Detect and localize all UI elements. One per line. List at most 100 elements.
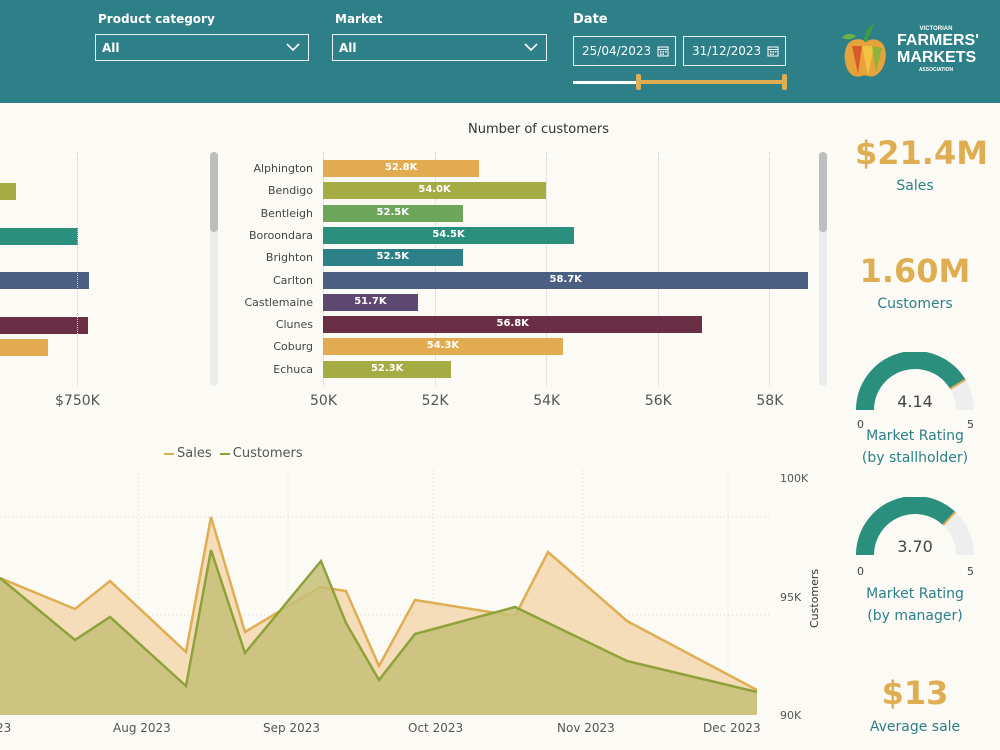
x-axis-tick: Oct 2023 (408, 721, 464, 735)
left-axis-tick: $750K (55, 393, 100, 409)
x-axis-tick: Dec 2023 (703, 721, 761, 735)
left-sales-bar[interactable] (0, 228, 78, 245)
y-axis-title: Customers (808, 568, 821, 628)
logo-text-farmers: FARMERS' (897, 32, 980, 49)
calendar-icon[interactable] (657, 45, 669, 57)
date-slider-end-handle[interactable] (782, 74, 787, 90)
gauge-max-label: 5 (967, 418, 974, 431)
product-category-dropdown[interactable]: All (95, 34, 309, 61)
customers-kpi-label: Customers (877, 296, 953, 312)
bar-data-label: 54.3K (426, 340, 460, 352)
customers-bar[interactable]: 56.8K (323, 316, 703, 334)
bar-category-label: Alphington (253, 162, 313, 175)
bar-data-label: 54.0K (418, 184, 451, 196)
manager-rating-sublabel: (by manager) (867, 608, 963, 624)
bar-category-label: Bentleigh (260, 206, 313, 220)
customers-bar[interactable]: 51.7K (323, 293, 418, 311)
product-category-label: Product category (98, 12, 215, 26)
stallholder-rating-gauge (856, 352, 974, 411)
logo-text-association: ASSOCIATION (918, 67, 954, 73)
bar-category-label: Bendigo (267, 184, 313, 198)
y-axis-tick: 90K (780, 709, 802, 722)
bar-category-label: Castlemaine (244, 295, 313, 309)
bar-category-label: Carlton (272, 273, 313, 287)
start-date-input[interactable]: 25/04/2023 (573, 36, 676, 66)
x-axis-tick: Nov 2023 (557, 721, 615, 735)
customers-bar[interactable]: 52.8K (323, 160, 480, 177)
bar-category-label: Brighton (265, 251, 313, 265)
customers-bar[interactable]: 58.7K (323, 271, 809, 289)
end-date-input[interactable]: 31/12/2023 (683, 36, 786, 66)
customers-chart-scrollbar[interactable] (819, 152, 827, 386)
sales-customers-area-chart (0, 470, 770, 715)
manager-rating-label: Market Rating (866, 586, 964, 602)
x-axis-tick: 23 (0, 721, 12, 735)
customers-bar[interactable]: 52.3K (323, 360, 452, 378)
chevron-down-icon (286, 43, 300, 52)
date-slider-range (639, 80, 785, 84)
market-label: Market (335, 12, 383, 26)
sales-kpi-value: $21.4M (855, 134, 989, 172)
sales-legend-swatch (164, 452, 174, 455)
bar-data-label: 58.7K (549, 273, 582, 285)
left-sales-bar[interactable] (0, 272, 89, 289)
manager-rating-value: 3.70 (897, 537, 933, 556)
left-chart-scrollbar[interactable] (210, 152, 218, 386)
y-axis-tick: 95K (780, 591, 802, 604)
left-sales-bar[interactable] (0, 339, 48, 356)
bar-data-label: 54.5K (432, 228, 465, 240)
logo-text-markets: MARKETS (897, 49, 977, 66)
x-axis-tick: 54K (533, 393, 561, 409)
bar-data-label: 52.5K (376, 251, 409, 263)
market-dropdown[interactable]: All (332, 34, 547, 61)
x-axis-tick: Aug 2023 (113, 721, 171, 735)
gauge-min-label: 0 (857, 565, 864, 578)
bar-category-label: Clunes (275, 318, 313, 332)
gauge-min-label: 0 (857, 418, 864, 431)
date-slider-start-handle[interactable] (636, 74, 641, 90)
stallholder-rating-label: Market Rating (866, 428, 964, 444)
customers-line (0, 549, 758, 694)
left-sales-bar[interactable] (0, 183, 16, 200)
customers-bar[interactable]: 54.3K (323, 338, 563, 356)
left-sales-bar[interactable] (0, 317, 88, 334)
stallholder-rating-sublabel: (by stallholder) (861, 450, 969, 466)
bar-category-label: Echuca (273, 362, 313, 376)
bar-data-label: 56.8K (496, 318, 529, 330)
customers-bar[interactable]: 52.5K (323, 204, 463, 222)
bar-data-label: 52.8K (384, 162, 418, 173)
x-axis-tick: 50K (310, 393, 337, 409)
bar-category-label: Coburg (273, 340, 313, 354)
scrollbar-thumb[interactable] (210, 152, 218, 232)
x-axis-tick: 56K (644, 393, 672, 409)
x-axis-tick: Sep 2023 (263, 721, 320, 735)
x-axis-tick: 58K (756, 393, 784, 409)
gridline (77, 152, 78, 386)
gridline (546, 152, 548, 386)
header-bar: Product category All Market All Date 25/… (0, 0, 1000, 103)
market-value: All (339, 41, 357, 55)
calendar-icon[interactable] (767, 45, 779, 57)
avg-sale-kpi-value: $13 (881, 674, 949, 712)
product-category-value: All (102, 41, 120, 55)
customers-kpi-value: 1.60M (859, 252, 971, 290)
chevron-down-icon (524, 43, 538, 52)
gauge-max-label: 5 (967, 565, 974, 578)
customers-bar[interactable]: 54.0K (323, 182, 547, 200)
avg-sale-kpi-label: Average sale (869, 719, 961, 735)
start-date-value: 25/04/2023 (582, 44, 652, 58)
gridline (323, 152, 324, 386)
end-date-value: 31/12/2023 (692, 44, 762, 58)
customers-chart-title: Number of customers (468, 122, 610, 137)
bar-data-label: 52.3K (370, 362, 404, 374)
customers-bar[interactable]: 54.5K (323, 226, 575, 244)
stallholder-rating-value: 4.14 (897, 392, 933, 411)
x-axis-tick: 52K (421, 393, 449, 409)
date-label: Date (573, 12, 608, 27)
bar-data-label: 52.5K (376, 206, 409, 218)
customers-bar[interactable]: 52.5K (323, 249, 463, 267)
scrollbar-thumb[interactable] (819, 152, 827, 232)
bar-data-label: 51.7K (354, 295, 387, 307)
sales-kpi-label: Sales (896, 178, 934, 194)
area-chart-legend: Sales Customers (164, 446, 303, 461)
